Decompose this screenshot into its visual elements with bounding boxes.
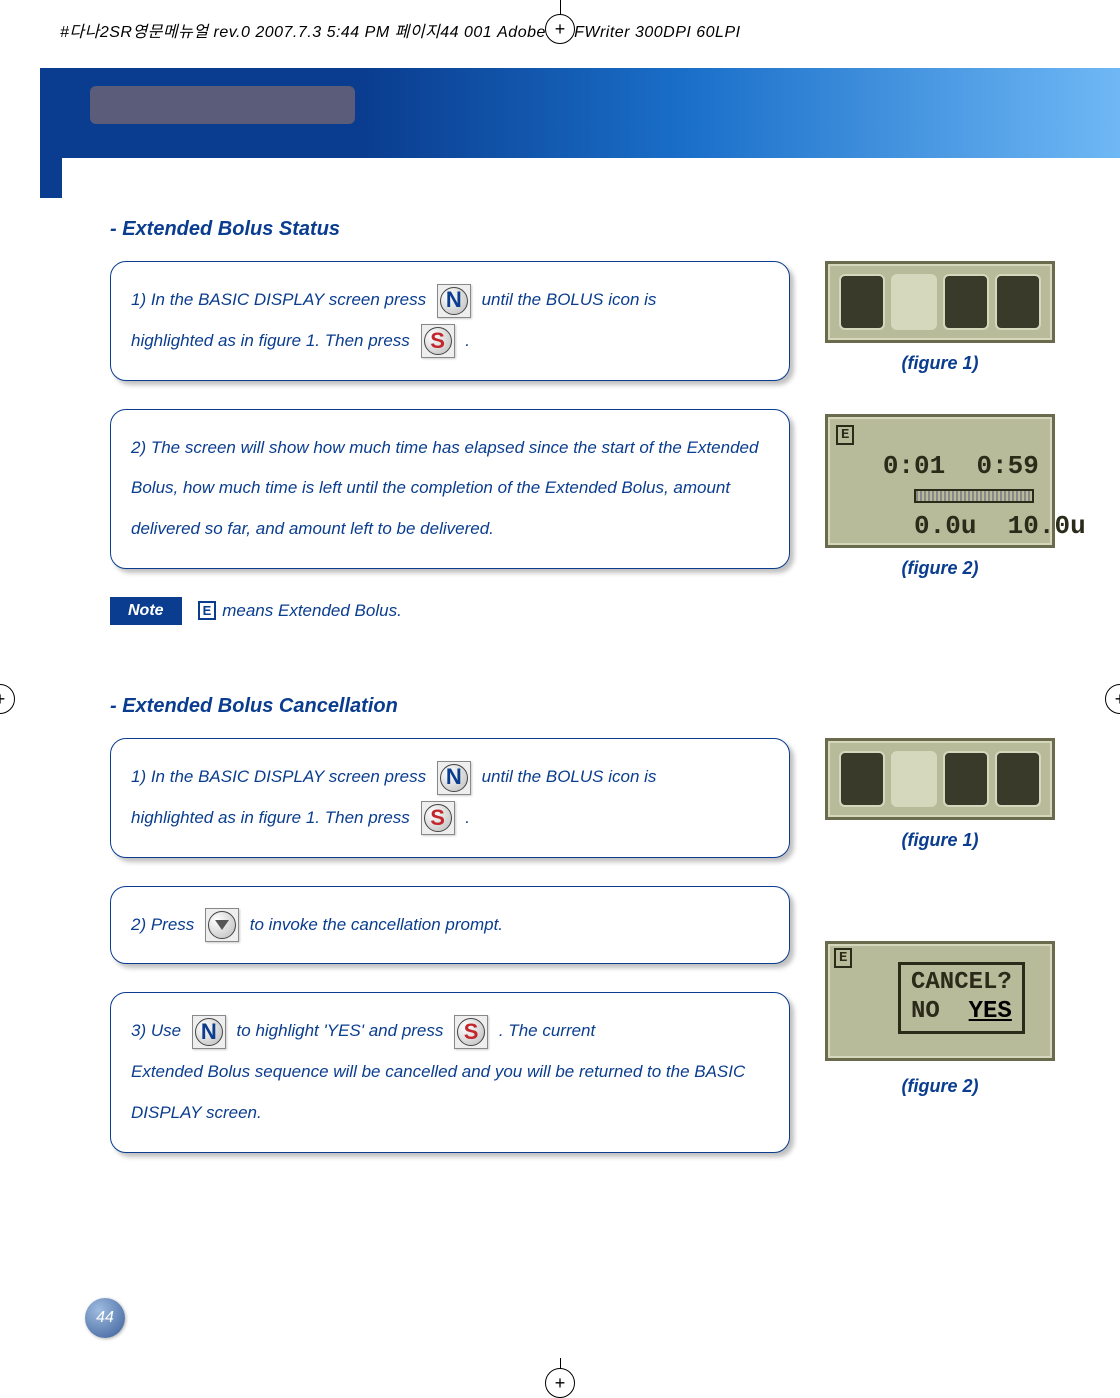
cancel-dialog: CANCEL? NO YES — [898, 962, 1025, 1034]
figure-1-display — [825, 738, 1055, 820]
step-text: to highlight 'YES' and press — [237, 1021, 444, 1040]
step-text: to invoke the cancellation prompt. — [250, 915, 503, 934]
figure-2-cancel-display: E CANCEL? NO YES — [825, 941, 1055, 1061]
fig-time-remaining: 0:59 — [976, 451, 1038, 481]
step-text: 1) In the BASIC DISPLAY screen press — [131, 767, 426, 786]
step-text: 1) In the BASIC DISPLAY screen press — [131, 290, 426, 309]
step-text: . The current — [499, 1021, 595, 1040]
header-tab — [40, 68, 62, 198]
print-header: #다나2SR영문메뉴얼 rev.0 2007.7.3 5:44 PM 페이지44… — [60, 18, 741, 42]
note-row: Note E means Extended Bolus. — [110, 597, 790, 625]
step-text: 3) Use — [131, 1021, 181, 1040]
crop-mark-right: + — [1105, 684, 1120, 714]
figure-2-caption: (figure 2) — [820, 558, 1060, 579]
e-badge-icon: E — [198, 601, 217, 620]
cancel-yes: YES — [969, 998, 1012, 1025]
fig-amount-remaining: 10.0u — [1008, 511, 1086, 541]
step-text: 2) The screen will show how much time ha… — [131, 438, 758, 539]
figure-1-caption: (figure 1) — [820, 830, 1060, 851]
step-box-2-2: 2) Press to invoke the cancellation prom… — [110, 886, 790, 965]
figure-1-caption: (figure 1) — [820, 353, 1060, 374]
step-box-1-2: 2) The screen will show how much time ha… — [110, 409, 790, 569]
crop-mark-top: + — [545, 14, 575, 44]
step-text: highlighted as in figure 1. Then press — [131, 808, 410, 827]
note-text: means Extended Bolus. — [222, 601, 402, 621]
s-button-icon: S — [421, 324, 455, 358]
s-button-icon: S — [454, 1015, 488, 1049]
fig-time-elapsed: 0:01 — [883, 451, 945, 481]
fig-amount-delivered: 0.0u — [914, 511, 976, 541]
step-text: . — [465, 808, 470, 827]
page-content: - Extended Bolus Status 1) In the BASIC … — [110, 200, 1060, 1181]
step-text: . — [465, 331, 470, 350]
n-button-icon: N — [437, 761, 471, 795]
step-box-2-3: 3) Use N to highlight 'YES' and press S … — [110, 992, 790, 1152]
down-button-icon — [205, 908, 239, 942]
step-text: highlighted as in figure 1. Then press — [131, 331, 410, 350]
crop-mark-bottom: + — [545, 1368, 575, 1398]
cancel-no: NO — [911, 998, 940, 1025]
section-title-status: - Extended Bolus Status — [110, 218, 1060, 241]
note-badge: Note — [110, 597, 182, 625]
step-text: until the BOLUS icon is — [482, 767, 657, 786]
section-title-cancel: - Extended Bolus Cancellation — [110, 695, 1060, 718]
step-text: 2) Press — [131, 915, 194, 934]
step-box-2-1: 1) In the BASIC DISPLAY screen press N u… — [110, 738, 790, 858]
step-text: Extended Bolus sequence will be cancelle… — [131, 1062, 745, 1122]
step-box-1-1: 1) In the BASIC DISPLAY screen press N u… — [110, 261, 790, 381]
figure-2-caption: (figure 2) — [820, 1076, 1060, 1097]
header-title-chip — [90, 86, 355, 124]
page-number: 44 — [85, 1298, 125, 1338]
figure-1-display — [825, 261, 1055, 343]
cancel-title: CANCEL? — [911, 969, 1012, 996]
n-button-icon: N — [437, 284, 471, 318]
figure-2-display: E 0:01 0:59 0.0u 10.0u — [825, 414, 1055, 548]
crop-mark-left: + — [0, 684, 15, 714]
step-text: until the BOLUS icon is — [482, 290, 657, 309]
s-button-icon: S — [421, 801, 455, 835]
n-button-icon: N — [192, 1015, 226, 1049]
